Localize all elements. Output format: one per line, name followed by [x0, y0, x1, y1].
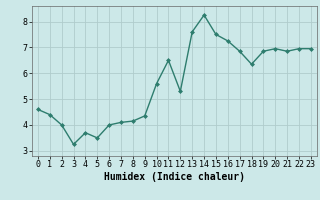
X-axis label: Humidex (Indice chaleur): Humidex (Indice chaleur): [104, 172, 245, 182]
